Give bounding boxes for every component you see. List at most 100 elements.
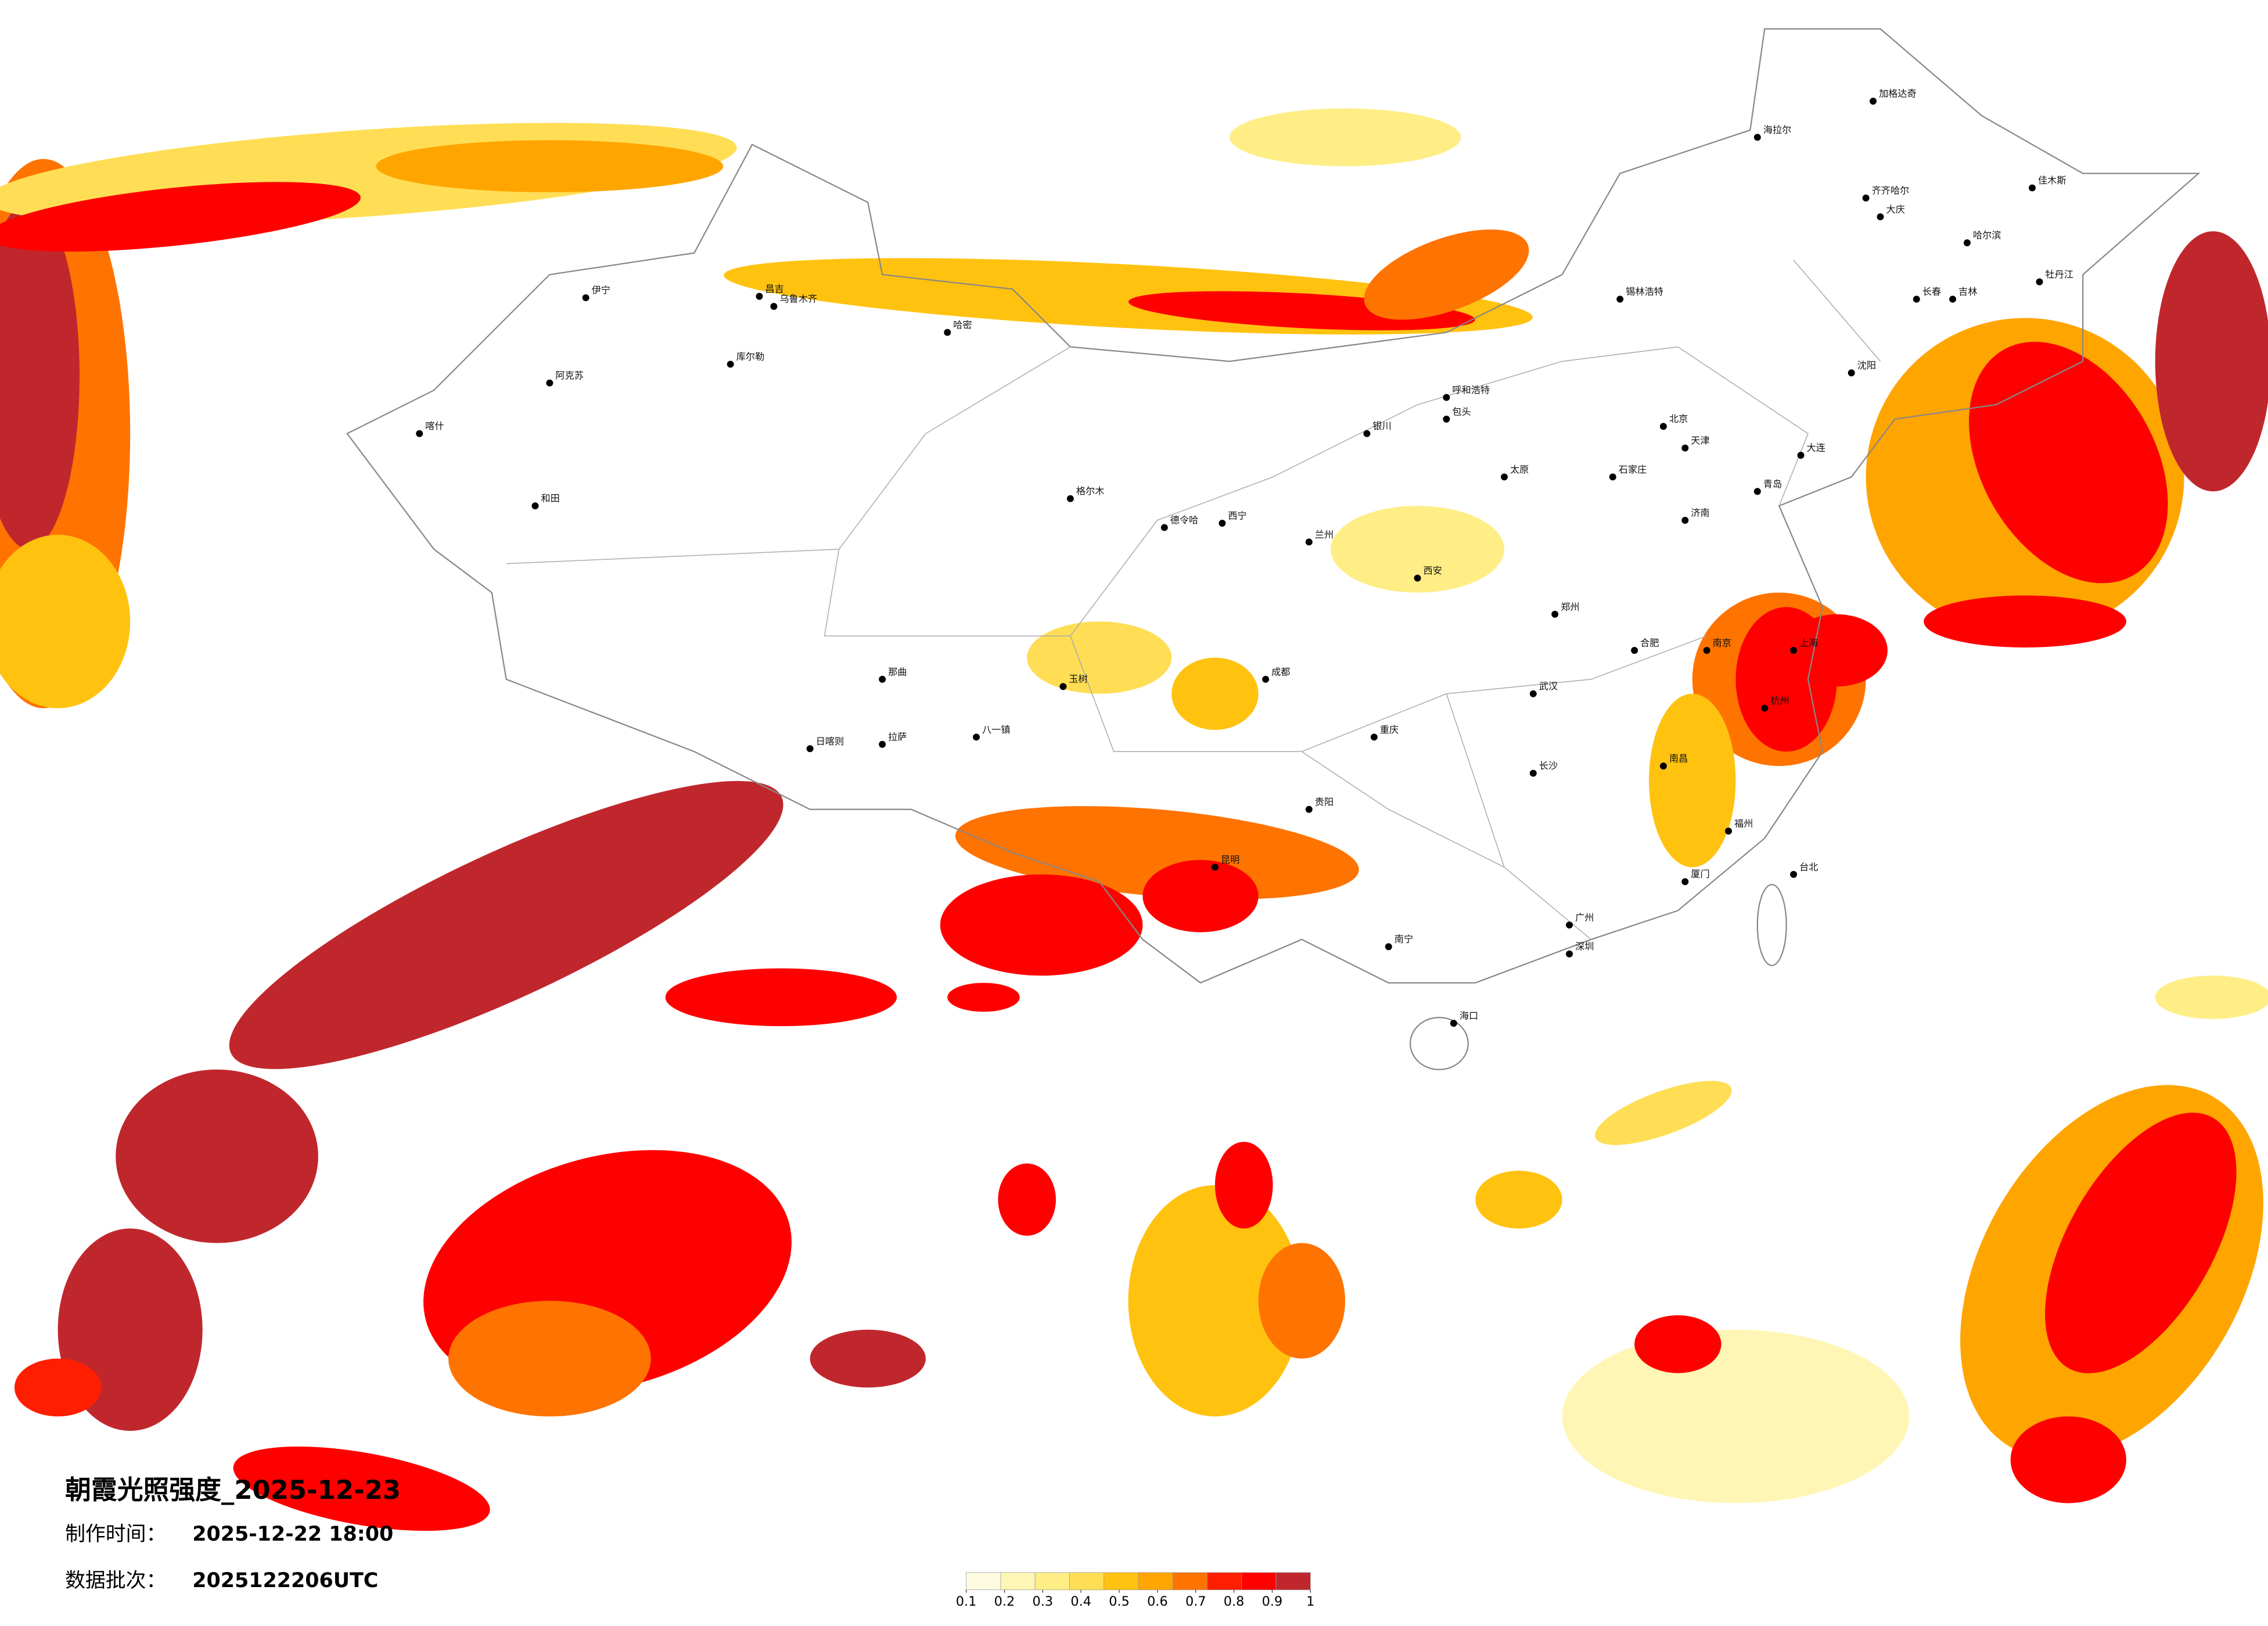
colorbar-tick-label: 0.6: [1147, 1594, 1168, 1609]
city-dot: [1753, 488, 1761, 495]
city-label: 郑州: [1561, 601, 1579, 612]
city-dot: [531, 502, 539, 510]
map-title: 朝霞光照强度_2025-12-23: [65, 1474, 401, 1505]
colorbar-swatch: [1207, 1572, 1242, 1591]
city-dot: [1761, 704, 1769, 712]
city-dot: [1681, 878, 1689, 886]
city-dot: [1262, 675, 1270, 683]
city-label: 兰州: [1315, 529, 1334, 540]
city-label: 齐齐哈尔: [1872, 185, 1910, 196]
intensity-area: [1969, 341, 2168, 584]
city-dot: [1414, 574, 1421, 582]
city-label: 广州: [1575, 912, 1594, 923]
city-dot: [1877, 213, 1884, 221]
city-label: 德令哈: [1170, 515, 1199, 526]
intensity-area: [1649, 693, 1736, 868]
city-label: 银川: [1372, 420, 1391, 431]
intensity-area: [1924, 595, 2126, 648]
city-dot: [1501, 473, 1508, 481]
city-dot: [1529, 769, 1537, 777]
city-label: 呼和浩特: [1452, 384, 1490, 395]
city-dot: [1631, 647, 1638, 654]
city-label: 长春: [1922, 286, 1941, 297]
city-dot: [756, 293, 763, 300]
province-lines: [506, 260, 1881, 940]
intensity-area: [940, 874, 1143, 976]
city-label: 阿克苏: [555, 370, 584, 381]
colorbar-swatch: [1172, 1572, 1207, 1591]
intensity-area: [1027, 621, 1172, 694]
city-dot: [2036, 278, 2043, 286]
city-label: 大连: [1807, 443, 1825, 454]
intensity-field: [0, 108, 2268, 1531]
city-dot: [2029, 184, 2036, 192]
city-label: 贵阳: [1315, 796, 1334, 807]
city-dot: [770, 303, 778, 310]
city-label: 南昌: [1669, 753, 1688, 764]
city-dot: [1450, 1020, 1457, 1027]
colorbar-tick-label: 0.1: [956, 1594, 977, 1609]
city-label: 包头: [1452, 406, 1471, 417]
city-dot: [1551, 610, 1559, 618]
city-label: 西安: [1424, 565, 1442, 576]
colorbar-swatch: [1034, 1572, 1070, 1591]
city-label: 大庆: [1886, 204, 1905, 215]
intensity-area: [376, 140, 724, 193]
city-dot: [1443, 415, 1450, 423]
city-dot: [1566, 921, 1573, 929]
colorbar-tick-label: 0.8: [1224, 1594, 1245, 1609]
intensity-area: [1171, 657, 1259, 730]
city-dot: [973, 733, 980, 741]
city-label: 天津: [1691, 435, 1709, 446]
city-label: 厦门: [1691, 869, 1709, 880]
city-label: 昆明: [1221, 854, 1239, 865]
colorbar-swatch: [1069, 1572, 1105, 1591]
city-label: 青岛: [1763, 479, 1782, 490]
intensity-area: [448, 1301, 651, 1417]
city-label: 合肥: [1640, 638, 1659, 649]
city-dot: [1790, 647, 1798, 654]
intensity-area: [14, 1358, 102, 1417]
intensity-area: [947, 983, 1020, 1012]
city-dot: [1913, 296, 1920, 303]
city-label: 沈阳: [1857, 360, 1876, 371]
intensity-area: [2155, 976, 2268, 1019]
city-dot: [1529, 690, 1537, 697]
city-dot: [879, 740, 886, 748]
batch-value: 2025122206UTC: [192, 1569, 378, 1592]
city-dot: [1059, 683, 1067, 690]
intensity-area: [1331, 506, 1505, 593]
city-label: 哈尔滨: [1973, 230, 2001, 241]
borders: [346, 28, 2201, 1070]
city-dot: [1660, 423, 1667, 430]
intensity-area: [665, 968, 897, 1027]
city-dot: [1681, 444, 1689, 452]
city-dot: [1385, 943, 1392, 951]
colorbar-tick-label: 0.3: [1033, 1594, 1054, 1609]
city-dot: [1870, 98, 1877, 105]
intensity-area: [0, 182, 361, 252]
colorbar-swatch: [1275, 1572, 1311, 1591]
intensity-area: [1562, 1329, 1910, 1503]
city-label: 海拉尔: [1763, 124, 1792, 135]
city-dot: [1753, 134, 1761, 141]
colorbar-tick-label: 0.7: [1185, 1594, 1206, 1609]
city-dot: [1848, 369, 1855, 377]
city-label: 太原: [1510, 464, 1529, 475]
intensity-area: [998, 1163, 1056, 1236]
city-label: 昌吉: [765, 283, 783, 294]
city-dot: [546, 379, 553, 387]
china-outline: [346, 28, 2201, 984]
intensity-area: [1229, 108, 1461, 167]
city-label: 武汉: [1539, 681, 1558, 692]
city-label: 北京: [1669, 413, 1688, 425]
city-dot: [1797, 452, 1805, 459]
city-label: 乌鲁木齐: [779, 293, 817, 304]
intensity-area: [1364, 229, 1529, 320]
city-label: 格尔木: [1076, 485, 1105, 497]
city-dot: [1211, 864, 1219, 871]
intensity-area: [1786, 614, 1888, 687]
city-dot: [806, 745, 814, 753]
